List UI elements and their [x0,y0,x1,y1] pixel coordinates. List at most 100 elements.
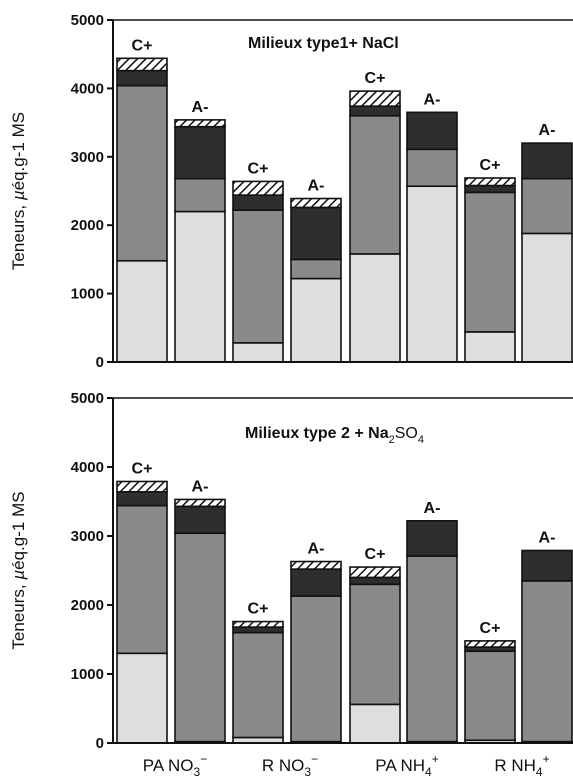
bar-segment [232,342,284,363]
bar-segment [464,177,516,187]
bar-4: A- [290,541,342,744]
y-axis-label: Teneurs, µéq.g-1 MS [9,491,28,649]
bar-segment [349,576,401,586]
bar-1: C+ [116,460,168,744]
bar-segment [232,631,284,739]
bar-segment [406,111,458,151]
bar-4: A- [290,178,342,363]
x-category-labels: PA NO3− R NO3− PA NH4+ R NH4+ [143,752,550,779]
bar-segment [521,549,573,582]
bar-segment [232,620,284,628]
y-tick-label: 4000 [71,80,104,97]
x-category-label: R NH4+ [494,752,549,779]
y-tick-label: 5000 [71,390,104,407]
bar-segment [464,184,516,194]
bar-label: C+ [365,546,386,563]
bar-segment [464,640,516,648]
bar-label: C+ [480,620,501,637]
bar-label: A- [424,500,441,517]
y-tick-label: 2000 [71,597,104,614]
bar-label: C+ [365,70,386,87]
bar-segment [406,185,458,363]
chart-panel-1: C+ A- C+ A- C+ A- C+ A- 0 1000 2000 3000 4000 5000 Ten… [9,12,573,371]
bar-segment [349,253,401,363]
chart-panel-2: C+ A- C+ A- C+ A- C+ A- 0 1000 2000 3000 4000 5000 Ten… [9,390,573,752]
bar-label: A- [192,99,209,116]
y-tick-label: 0 [96,735,104,752]
bar-segment [174,119,226,128]
bar-segment [521,232,573,363]
bar-segment [116,259,168,363]
x-category-label: PA NO3− [143,752,207,779]
bar-segment [290,258,342,280]
bar-7: C+ [464,157,516,363]
bar-label: A- [539,122,556,139]
bar-segment [116,57,168,72]
bar-segment [116,480,168,493]
x-category-label: R NO3− [262,752,318,779]
chart-title: Milieux type1+ NaCl [248,35,399,52]
x-category-label: PA NH4+ [375,752,438,779]
bar-1: C+ [116,37,168,363]
bar-segment [464,650,516,742]
bar-8: A- [521,122,573,363]
bar-3: C+ [232,160,284,363]
bar-2: A- [174,478,226,744]
bar-segment [521,177,573,235]
bar-segment [232,626,284,634]
bar-segment [174,210,226,363]
bar-segment [521,580,573,743]
bar-segment [290,560,342,570]
bar-label: C+ [248,160,269,177]
bar-8: A- [521,529,573,744]
bar-segment [116,652,168,744]
bar-segment [290,197,342,209]
bar-segment [174,498,226,508]
bar-label: C+ [480,157,501,174]
bar-segment [521,142,573,180]
bar-6: A- [406,500,458,744]
bar-segment [174,505,226,535]
bar-segment [349,90,401,107]
bar-segment [406,555,458,743]
bar-3: C+ [232,601,284,744]
y-tick-label: 1000 [71,666,104,683]
y-tick-label: 0 [96,354,104,371]
y-tick-label: 3000 [71,149,104,166]
bar-segment [116,504,168,655]
y-tick-label: 3000 [71,528,104,545]
bar-segment [290,206,342,261]
bar-2: A- [174,99,226,363]
chart-title: Milieux type 2 + Na2SO4 [245,425,424,446]
bar-segment [174,532,226,743]
bar-5: C+ [349,70,401,363]
bar-segment [406,520,458,557]
bar-segment [232,180,284,196]
bar-label: A- [308,541,325,558]
bar-segment [116,69,168,87]
bar-segment [116,491,168,507]
bar-segment [464,191,516,333]
y-axis-label: Teneurs, µéq.g-1 MS [9,112,28,270]
bar-5: C+ [349,546,401,744]
bar-7: C+ [464,620,516,744]
bar-segment [290,595,342,743]
bar-label: A- [308,178,325,195]
bar-label: A- [424,91,441,108]
bar-segment [349,105,401,117]
bar-label: C+ [132,37,153,54]
y-tick-label: 4000 [71,459,104,476]
bar-segment [349,114,401,255]
bar-segment [406,148,458,188]
bar-segment [174,125,226,180]
bar-segment [349,566,401,579]
bar-label: A- [192,478,209,495]
bar-segment [349,703,401,744]
bar-label: C+ [248,601,269,618]
bar-segment [232,209,284,344]
y-tick-label: 5000 [71,12,104,29]
bar-segment [290,277,342,363]
y-tick-label: 2000 [71,217,104,234]
bar-segment [464,331,516,363]
